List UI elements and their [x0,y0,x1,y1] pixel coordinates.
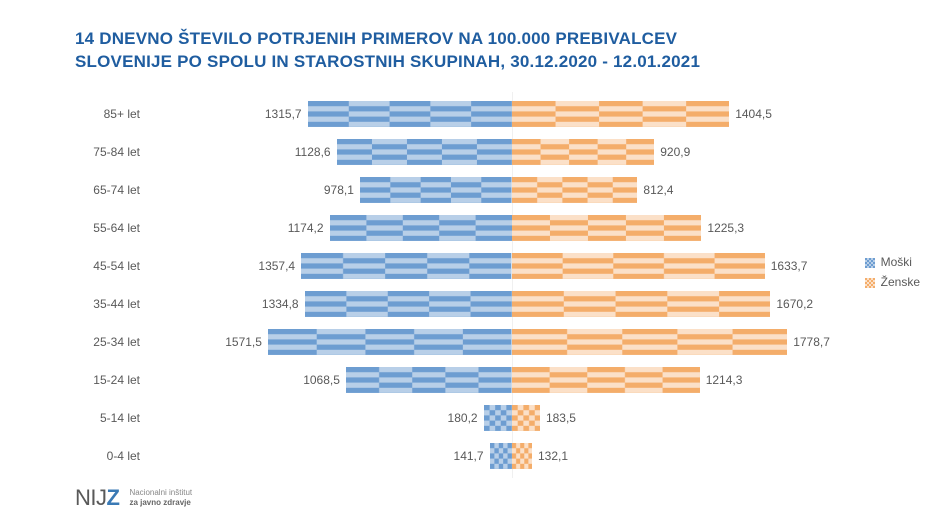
value-label-female: 1214,3 [706,373,743,387]
bar-male [484,405,512,431]
legend: Moški Ženske [865,255,920,295]
bar-pair: 1357,4 1633,7 [148,253,875,279]
y-axis-label: 0-4 let [75,449,148,463]
title-line2: SLOVENIJE PO SPOLU IN STAROSTNIH SKUPINA… [75,52,700,71]
bar-container: 1068,5 1214,3 [148,361,875,399]
bar-female [512,215,702,241]
chart-row: 0-4 let 141,7 132,1 [75,437,875,475]
chart-row: 85+ let 1315,7 1404,5 [75,95,875,133]
value-label-male: 141,7 [454,449,484,463]
chart-row: 35-44 let 1334,8 1670,2 [75,285,875,323]
bar-pair: 1315,7 1404,5 [148,101,875,127]
value-label-female: 1404,5 [735,107,772,121]
bar-pair: 141,7 132,1 [148,443,875,469]
value-label-female: 812,4 [643,183,673,197]
value-label-female: 1633,7 [771,259,808,273]
bar-container: 180,2 183,5 [148,399,875,437]
bar-female [512,139,655,165]
value-label-male: 978,1 [324,183,354,197]
value-label-female: 1225,3 [707,221,744,235]
bar-container: 1357,4 1633,7 [148,247,875,285]
value-label-female: 132,1 [538,449,568,463]
bar-male [308,101,512,127]
bar-pair: 1334,8 1670,2 [148,291,875,317]
value-label-male: 1334,8 [262,297,299,311]
bar-pair: 180,2 183,5 [148,405,875,431]
bar-male [337,139,512,165]
bar-male [346,367,512,393]
bar-male [330,215,512,241]
value-label-male: 1128,6 [295,145,331,159]
bar-pair: 1571,5 1778,7 [148,329,875,355]
value-label-female: 920,9 [660,145,690,159]
bar-female [512,253,765,279]
bar-male [490,443,512,469]
y-axis-label: 55-64 let [75,221,148,235]
bar-container: 978,1 812,4 [148,171,875,209]
chart-row: 5-14 let 180,2 183,5 [75,399,875,437]
bar-pair: 1128,6 920,9 [148,139,875,165]
bar-pair: 978,1 812,4 [148,177,875,203]
bar-female [512,291,771,317]
chart-row: 15-24 let 1068,5 1214,3 [75,361,875,399]
logo-subtitle: Nacionalni inštitut za javno zdravje [129,488,192,507]
y-axis-label: 25-34 let [75,335,148,349]
legend-item-male: Moški [865,255,920,269]
bar-male [301,253,511,279]
title-line1: 14 DNEVNO ŠTEVILO POTRJENIH PRIMEROV NA … [75,29,677,48]
y-axis-label: 5-14 let [75,411,148,425]
legend-swatch-male [865,257,875,267]
bar-male [268,329,512,355]
value-label-male: 1357,4 [258,259,295,273]
chart-row: 55-64 let 1174,2 1225,3 [75,209,875,247]
bar-male [360,177,512,203]
legend-label-female: Ženske [881,275,920,289]
bar-female [512,177,638,203]
value-label-female: 183,5 [546,411,576,425]
bar-pair: 1068,5 1214,3 [148,367,875,393]
value-label-male: 1315,7 [265,107,302,121]
chart-area: 85+ let 1315,7 1404,5 75-84 let 1128,6 920,9 6… [75,95,875,475]
bar-pair: 1174,2 1225,3 [148,215,875,241]
chart-row: 45-54 let 1357,4 1633,7 [75,247,875,285]
bar-container: 1128,6 920,9 [148,133,875,171]
y-axis-label: 15-24 let [75,373,148,387]
bar-container: 1174,2 1225,3 [148,209,875,247]
bar-container: 1334,8 1670,2 [148,285,875,323]
value-label-female: 1778,7 [793,335,830,349]
y-axis-label: 75-84 let [75,145,148,159]
legend-swatch-female [865,277,875,287]
chart-row: 75-84 let 1128,6 920,9 [75,133,875,171]
y-axis-label: 85+ let [75,107,148,121]
logo-main: NIJZ [75,485,119,511]
bar-female [512,443,532,469]
chart-title: 14 DNEVNO ŠTEVILO POTRJENIH PRIMEROV NA … [0,0,940,74]
bar-female [512,329,788,355]
bar-container: 1315,7 1404,5 [148,95,875,133]
y-axis-label: 65-74 let [75,183,148,197]
footer-logo: NIJZ Nacionalni inštitut za javno zdravj… [75,485,192,511]
value-label-male: 1571,5 [225,335,262,349]
value-label-female: 1670,2 [776,297,813,311]
bar-female [512,405,540,431]
bar-container: 141,7 132,1 [148,437,875,475]
chart-row: 65-74 let 978,1 812,4 [75,171,875,209]
bar-container: 1571,5 1778,7 [148,323,875,361]
value-label-male: 1068,5 [303,373,340,387]
y-axis-label: 35-44 let [75,297,148,311]
y-axis-label: 45-54 let [75,259,148,273]
legend-item-female: Ženske [865,275,920,289]
value-label-male: 1174,2 [288,221,324,235]
bar-female [512,101,730,127]
chart-row: 25-34 let 1571,5 1778,7 [75,323,875,361]
bar-female [512,367,700,393]
value-label-male: 180,2 [448,411,478,425]
legend-label-male: Moški [881,255,912,269]
bar-male [305,291,512,317]
